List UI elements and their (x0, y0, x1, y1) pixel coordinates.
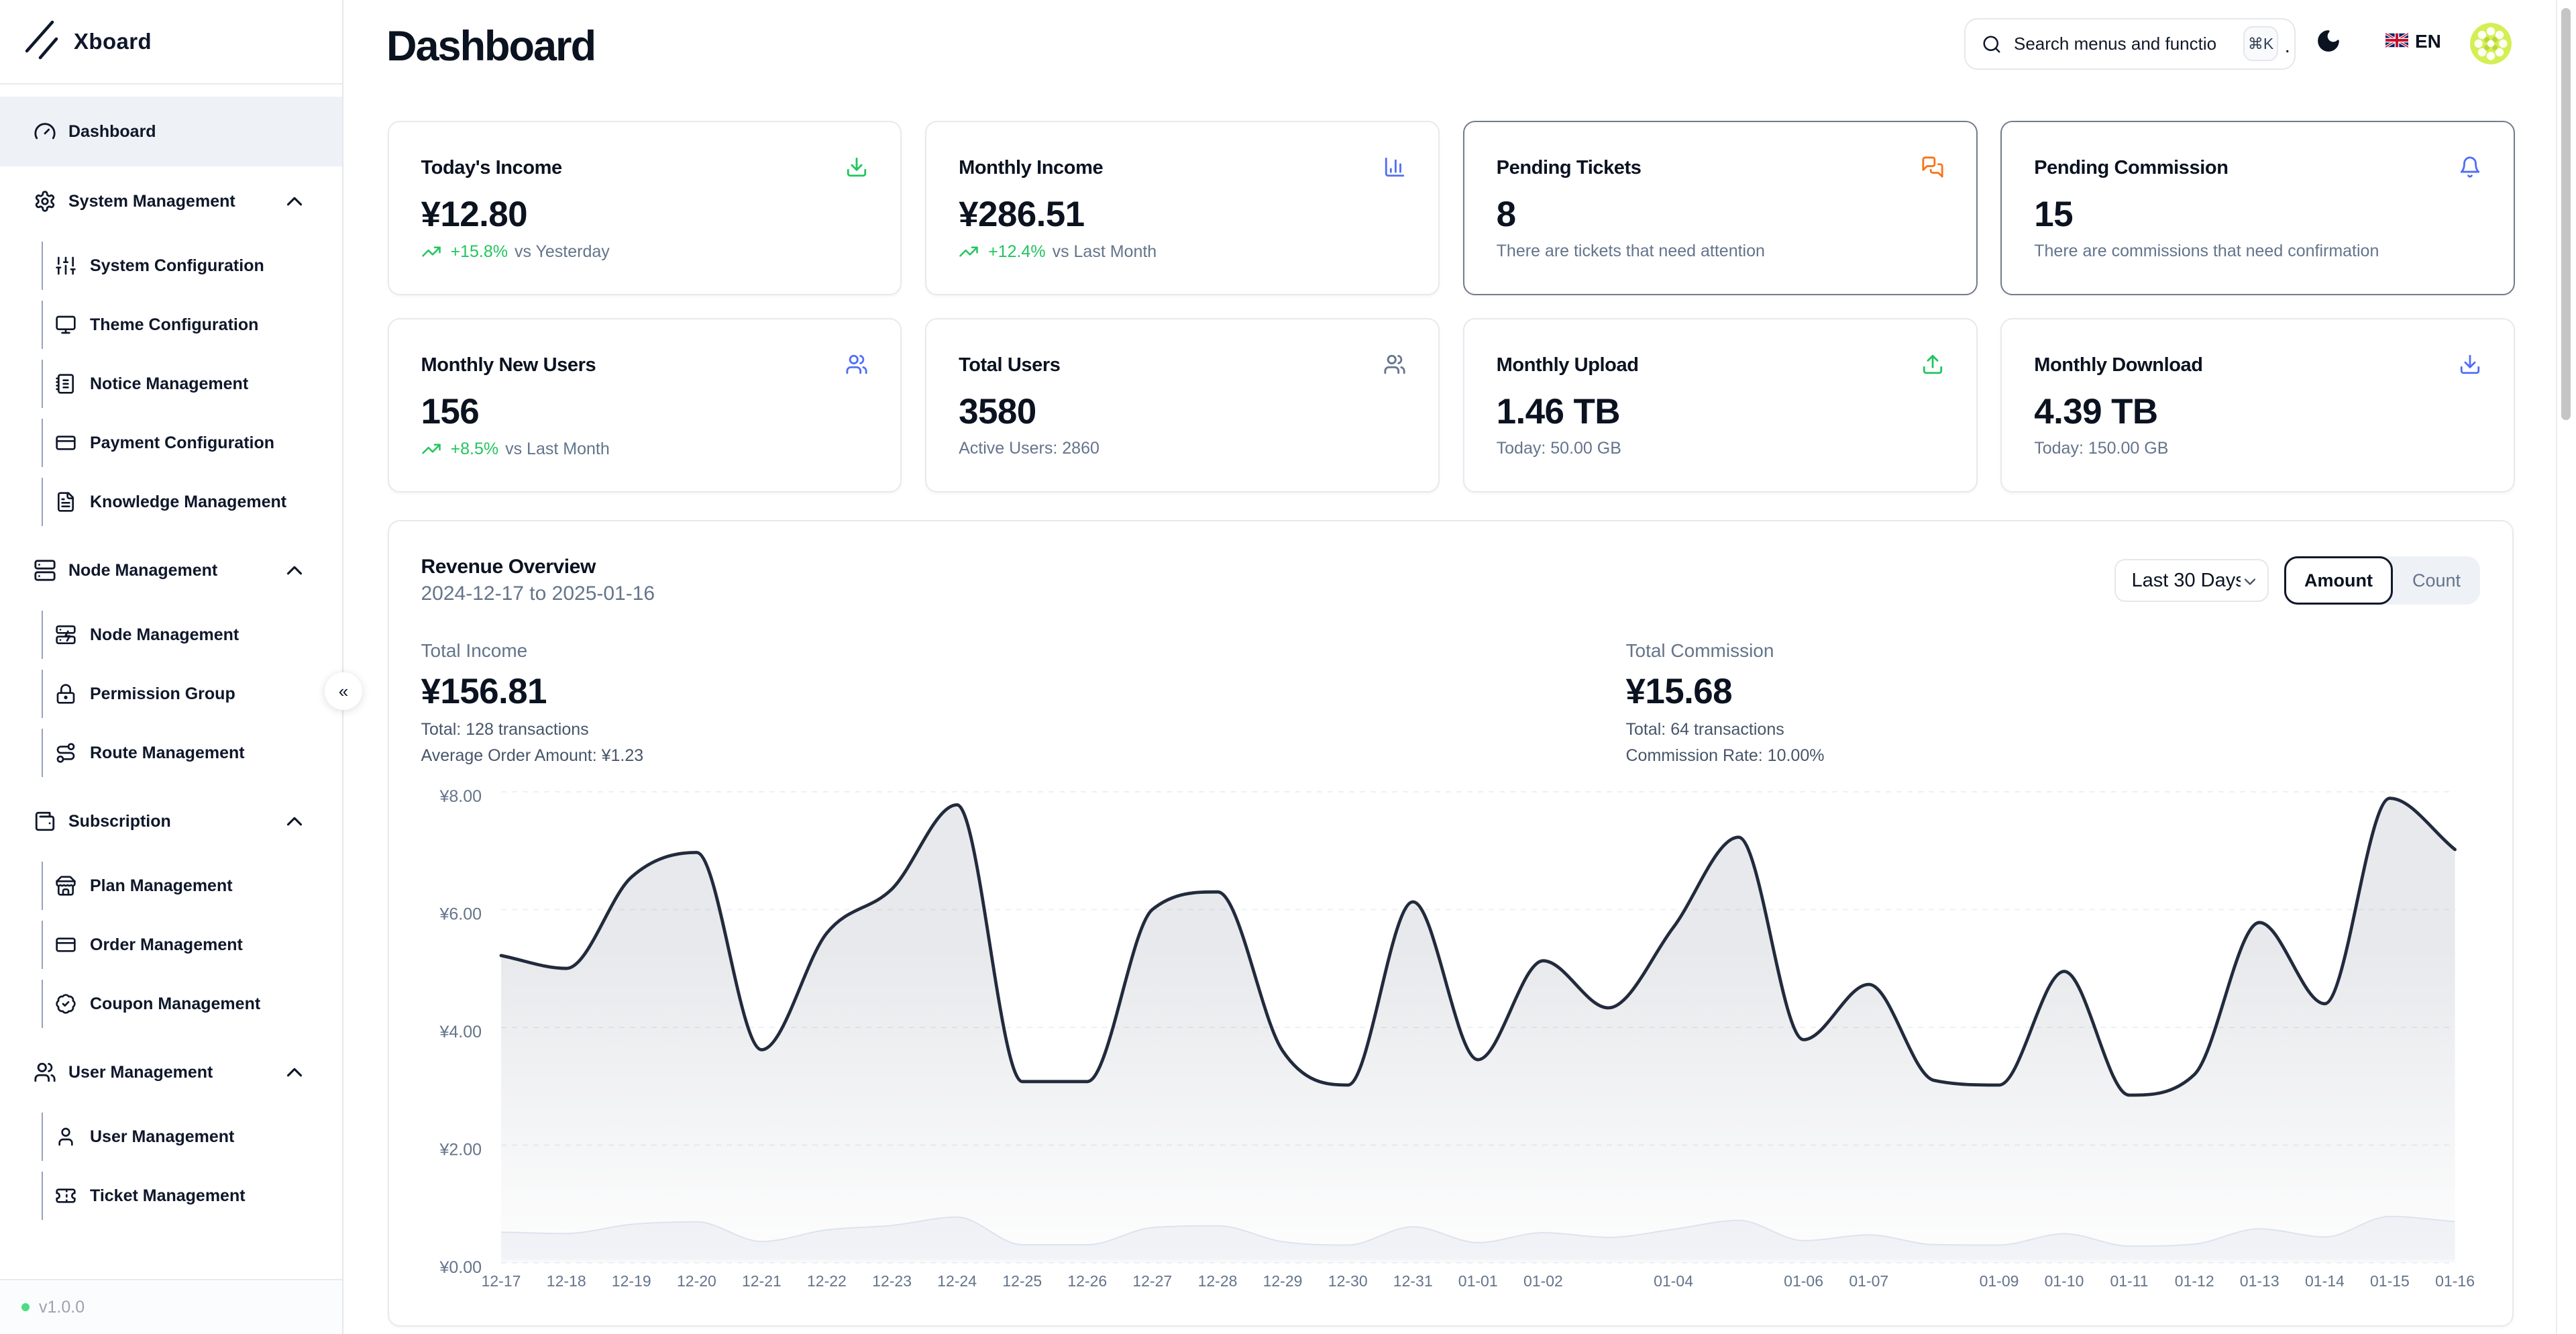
svg-text:12-22: 12-22 (806, 1272, 846, 1290)
svg-text:¥8.00: ¥8.00 (439, 787, 482, 806)
svg-text:¥0.00: ¥0.00 (439, 1258, 482, 1277)
svg-text:12-28: 12-28 (1197, 1272, 1237, 1290)
svg-text:12-18: 12-18 (546, 1272, 586, 1290)
svg-text:01-15: 01-15 (2369, 1272, 2409, 1290)
svg-text:01-13: 01-13 (2239, 1272, 2279, 1290)
svg-text:01-11: 01-11 (2110, 1272, 2148, 1290)
svg-text:01-12: 01-12 (2174, 1272, 2214, 1290)
svg-text:12-24: 12-24 (937, 1272, 977, 1290)
svg-text:01-04: 01-04 (1654, 1272, 1693, 1290)
svg-text:01-14: 01-14 (2304, 1272, 2344, 1290)
svg-text:01-10: 01-10 (2044, 1272, 2084, 1290)
svg-text:12-25: 12-25 (1002, 1272, 1042, 1290)
svg-text:01-07: 01-07 (1849, 1272, 1888, 1290)
svg-text:01-09: 01-09 (1979, 1272, 2019, 1290)
svg-text:12-23: 12-23 (872, 1272, 912, 1290)
svg-text:12-26: 12-26 (1067, 1272, 1107, 1290)
svg-text:¥6.00: ¥6.00 (439, 905, 482, 924)
svg-text:01-02: 01-02 (1523, 1272, 1562, 1290)
svg-text:12-19: 12-19 (611, 1272, 651, 1290)
svg-text:¥2.00: ¥2.00 (439, 1141, 482, 1160)
svg-text:12-17: 12-17 (481, 1272, 521, 1290)
svg-text:01-16: 01-16 (2435, 1272, 2475, 1290)
svg-text:12-31: 12-31 (1393, 1272, 1432, 1290)
svg-text:12-30: 12-30 (1328, 1272, 1367, 1290)
svg-text:12-21: 12-21 (741, 1272, 781, 1290)
svg-text:¥4.00: ¥4.00 (439, 1023, 482, 1041)
svg-text:01-01: 01-01 (1458, 1272, 1497, 1290)
svg-text:12-27: 12-27 (1132, 1272, 1172, 1290)
svg-text:12-20: 12-20 (676, 1272, 716, 1290)
svg-text:12-29: 12-29 (1263, 1272, 1302, 1290)
svg-text:01-06: 01-06 (1784, 1272, 1823, 1290)
